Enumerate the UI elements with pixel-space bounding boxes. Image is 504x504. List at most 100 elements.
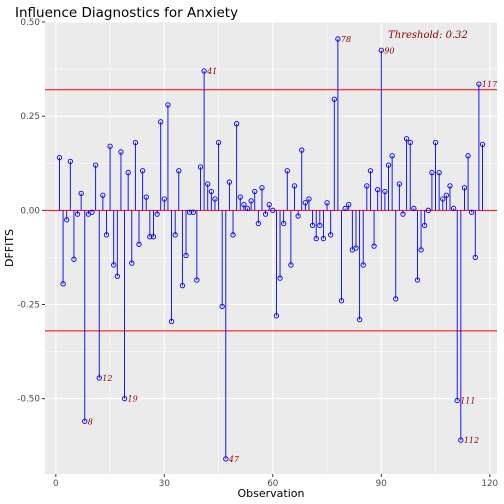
data-point: [248, 198, 254, 204]
data-point: [121, 396, 128, 402]
data-point: [331, 96, 337, 102]
data-point: [436, 170, 442, 176]
data-point: [125, 170, 131, 176]
data-point: [92, 162, 99, 168]
data-point: [360, 262, 366, 268]
y-tick-label: 0.25: [20, 112, 40, 122]
data-point: [74, 211, 81, 217]
data-point: [472, 254, 478, 261]
data-point: [422, 222, 428, 229]
data-point: [465, 153, 471, 159]
point-label: 117: [482, 80, 498, 89]
data-point: [270, 207, 276, 213]
data-point: [335, 36, 341, 42]
data-point: [233, 121, 240, 127]
y-tick-label: -0.50: [17, 395, 40, 405]
x-axis-title: Observation: [238, 487, 305, 500]
point-label: 41: [206, 67, 217, 76]
data-point: [201, 68, 207, 74]
data-point: [277, 275, 283, 281]
data-points: [56, 36, 486, 462]
data-point: [353, 245, 359, 251]
data-point: [440, 196, 446, 202]
data-point: [418, 247, 424, 253]
data-point: [139, 168, 146, 174]
data-point: [230, 232, 236, 238]
data-point: [100, 192, 106, 198]
data-point: [197, 164, 204, 170]
data-point: [411, 205, 417, 212]
data-point: [375, 186, 381, 193]
data-point: [226, 179, 233, 185]
data-point: [179, 283, 186, 289]
data-point: [284, 168, 290, 174]
data-point: [447, 183, 453, 189]
data-point: [288, 262, 294, 268]
data-point: [208, 188, 214, 195]
data-point: [89, 209, 95, 215]
y-tick-label: -0.25: [17, 301, 40, 311]
data-point: [364, 183, 370, 189]
data-point: [313, 235, 319, 242]
data-point: [194, 277, 200, 283]
data-point: [458, 437, 464, 443]
data-point: [396, 181, 403, 187]
data-point: [454, 397, 460, 404]
data-point: [425, 207, 431, 213]
data-point: [82, 418, 88, 424]
data-point: [132, 139, 139, 146]
data-point: [183, 252, 189, 259]
data-point: [320, 235, 327, 242]
data-point: [299, 147, 305, 153]
point-label: 12: [102, 374, 112, 383]
data-point: [176, 168, 182, 174]
data-point: [356, 316, 363, 323]
data-point: [346, 202, 352, 208]
data-point: [328, 232, 334, 238]
data-point: [172, 232, 178, 238]
data-point: [259, 185, 265, 191]
data-point: [479, 141, 486, 148]
data-point: [469, 209, 475, 215]
data-point: [407, 139, 413, 146]
data-point: [385, 162, 392, 168]
data-point: [389, 153, 395, 159]
data-point: [150, 234, 157, 240]
data-point: [78, 190, 84, 197]
data-point: [281, 220, 287, 227]
data-point: [219, 303, 225, 310]
data-point: [165, 102, 171, 108]
point-labels: 8 12 19 41 47 78 90 111 112 117: [88, 35, 498, 464]
data-point: [393, 296, 399, 302]
data-point: [223, 456, 229, 462]
x-tick-label: 60: [267, 479, 279, 489]
data-point: [317, 222, 323, 229]
data-point: [309, 222, 316, 229]
data-point: [450, 205, 457, 212]
data-point: [382, 188, 388, 195]
y-tick-label: 0.00: [20, 206, 40, 216]
data-point: [342, 205, 348, 212]
chart-title: Influence Diagnostics for Anxiety: [15, 5, 238, 21]
point-label: 90: [384, 46, 394, 55]
data-point: [266, 202, 272, 208]
data-point: [414, 277, 421, 283]
threshold-label: Threshold: 0.32: [388, 30, 468, 41]
data-point: [295, 213, 301, 219]
data-point: [273, 313, 280, 319]
point-label: 112: [464, 436, 479, 445]
data-point: [432, 139, 439, 146]
data-point: [302, 200, 309, 206]
x-tick-label: 30: [159, 479, 171, 489]
y-tick-label: 0.50: [20, 18, 40, 28]
stems: [59, 38, 483, 459]
data-point: [107, 143, 113, 149]
data-point: [103, 232, 110, 238]
data-point: [96, 375, 102, 381]
data-point: [252, 188, 258, 195]
data-point: [443, 192, 450, 198]
data-point: [255, 220, 261, 227]
data-point: [129, 260, 135, 266]
data-point: [262, 211, 269, 217]
